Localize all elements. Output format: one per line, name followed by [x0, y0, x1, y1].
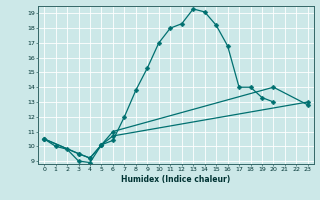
X-axis label: Humidex (Indice chaleur): Humidex (Indice chaleur)	[121, 175, 231, 184]
